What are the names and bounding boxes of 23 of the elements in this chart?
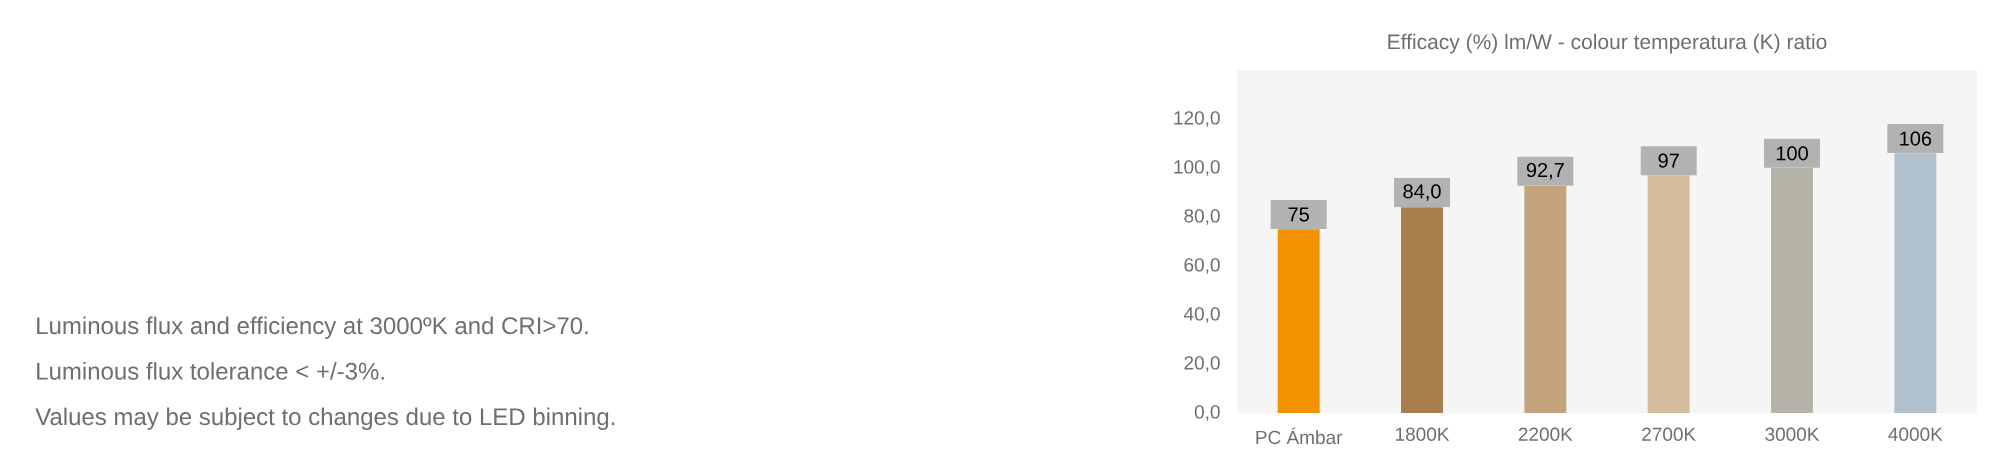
- y-tick-label: 20,0: [1184, 356, 1220, 372]
- x-tick-label: 2200K: [1518, 427, 1573, 441]
- y-tick-label: 120,0: [1174, 111, 1220, 127]
- chart-title: Efficacy (%) lm/W - colour temperatura (K) ratio: [1388, 33, 1827, 54]
- text: Luminous flux and efficiency at 3000ºK and CRI>70.: [37, 316, 588, 339]
- text: Values may be subject to changes due to LED binning.: [35, 407, 615, 430]
- x-tick-label: 4000K: [1888, 427, 1943, 441]
- x-tick-label: 3000K: [1765, 427, 1820, 441]
- y-tick-label: 100,0: [1174, 160, 1220, 176]
- text: Luminous flux tolerance < +/-3%.: [37, 362, 384, 380]
- data-label: 97: [1658, 153, 1679, 168]
- y-tick-label: 60,0: [1184, 258, 1220, 274]
- x-tick-label: 1800K: [1396, 427, 1450, 441]
- data-label: 75: [1288, 207, 1309, 222]
- data-label: 92,7: [1526, 162, 1564, 180]
- y-tick-label: 80,0: [1184, 209, 1220, 225]
- x-tick-label: PC Ámbar: [1256, 427, 1343, 445]
- y-tick-label: 40,0: [1183, 307, 1220, 323]
- data-label: 84,0: [1403, 184, 1441, 201]
- y-tick-label: 0,0: [1194, 405, 1220, 421]
- data-label: 100: [1776, 146, 1808, 161]
- data-label: 106: [1900, 131, 1932, 146]
- x-tick-label: 2700K: [1642, 427, 1696, 441]
